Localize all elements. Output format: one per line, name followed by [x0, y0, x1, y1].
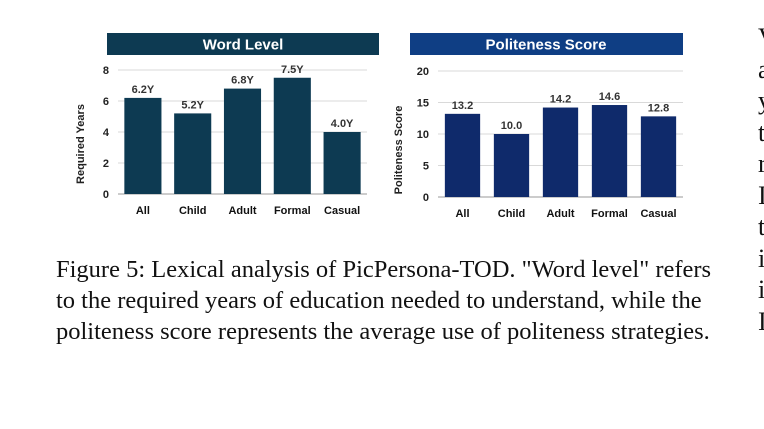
politeness-ytick-label: 10	[417, 129, 429, 141]
word-level-ytick-label: 2	[103, 158, 109, 170]
politeness-data-label: 10.0	[501, 120, 522, 132]
adjacent-column-letter: t	[758, 117, 764, 147]
politeness-ytick-label: 15	[417, 98, 429, 110]
politeness-xtick-label: Formal	[591, 208, 628, 220]
word-level-title-bar	[107, 33, 379, 55]
politeness-bar	[493, 134, 530, 197]
word-level-bar	[124, 97, 162, 194]
word-level-ytick-label: 8	[103, 65, 109, 77]
politeness-ticks: 0 5 10 15 20 All Child Adult Formal Casual	[417, 66, 677, 220]
word-level-bar	[223, 88, 262, 194]
word-level-ticks: 0 2 4 6 8 All Child Adult Formal Casual	[103, 65, 360, 217]
politeness-xtick-label: Adult	[546, 208, 574, 220]
adjacent-column-letter: V	[758, 22, 764, 54]
politeness-xtick-label: Child	[498, 208, 526, 220]
politeness-bar	[542, 107, 579, 197]
politeness-ytick-label: 5	[423, 161, 429, 173]
word-level-ylabel: Required Years	[75, 104, 87, 184]
word-level-bar	[323, 132, 361, 194]
politeness-bars: 13.2 10.0 14.2 14.6 12.8	[444, 91, 677, 197]
word-level-xtick-label: Formal	[274, 205, 311, 217]
politeness-ytick-label: 0	[423, 192, 429, 204]
adjacent-column-letter: y	[758, 85, 764, 117]
word-level-xtick-label: Child	[179, 205, 207, 217]
politeness-score-chart: Politeness Score 13.2 10.0 14.2 14.6 12.8 0 5…	[393, 33, 683, 220]
word-level-bar	[174, 113, 212, 194]
politeness-bar	[444, 113, 481, 197]
politeness-bar	[640, 116, 677, 197]
politeness-bar	[591, 105, 628, 197]
politeness-title: Politeness Score	[486, 37, 607, 54]
word-level-bar	[273, 77, 311, 194]
word-level-bars: 6.2Y 5.2Y 6.8Y 7.5Y 4.0Y	[124, 64, 361, 194]
word-level-data-label: 6.8Y	[231, 75, 254, 87]
word-level-data-label: 5.2Y	[181, 99, 204, 111]
word-level-data-label: 7.5Y	[281, 64, 304, 76]
politeness-ylabel: Politeness Score	[393, 106, 405, 195]
politeness-title-bar	[410, 33, 683, 55]
word-level-xtick-label: All	[136, 205, 150, 217]
word-level-title: Word Level	[203, 37, 284, 54]
adjacent-column-text: VaytrItiiI	[758, 22, 764, 337]
figure-caption-text: Figure 5: Lexical analysis of PicPersona…	[56, 256, 712, 345]
politeness-data-label: 14.2	[550, 94, 571, 106]
politeness-ytick-label: 20	[417, 66, 429, 78]
politeness-data-label: 14.6	[599, 91, 620, 103]
politeness-xtick-label: Casual	[640, 208, 676, 220]
adjacent-column-letter: I	[758, 180, 764, 210]
adjacent-column-letter: t	[758, 212, 764, 241]
word-level-data-label: 6.2Y	[132, 84, 155, 96]
adjacent-column-letter: i	[758, 275, 764, 304]
word-level-ytick-label: 0	[103, 189, 109, 201]
adjacent-column-letter: i	[758, 243, 764, 273]
word-level-ytick-label: 6	[103, 96, 109, 108]
word-level-chart: Word Level 6.2Y 5.2Y 6.8Y 7.5Y 4.0Y 0 2 4 6 8 All…	[75, 33, 379, 217]
politeness-data-label: 12.8	[648, 102, 669, 114]
adjacent-column-letter: I	[758, 306, 764, 336]
word-level-xtick-label: Adult	[228, 205, 256, 217]
word-level-xtick-label: Casual	[324, 205, 360, 217]
word-level-ytick-label: 4	[103, 127, 110, 139]
politeness-xtick-label: All	[455, 208, 469, 220]
adjacent-column-letter: a	[758, 54, 764, 84]
figure-caption: Figure 5: Lexical analysis of PicPersona…	[56, 254, 716, 347]
word-level-data-label: 4.0Y	[331, 118, 354, 130]
politeness-data-label: 13.2	[452, 100, 473, 112]
adjacent-column-letter: r	[758, 149, 764, 178]
